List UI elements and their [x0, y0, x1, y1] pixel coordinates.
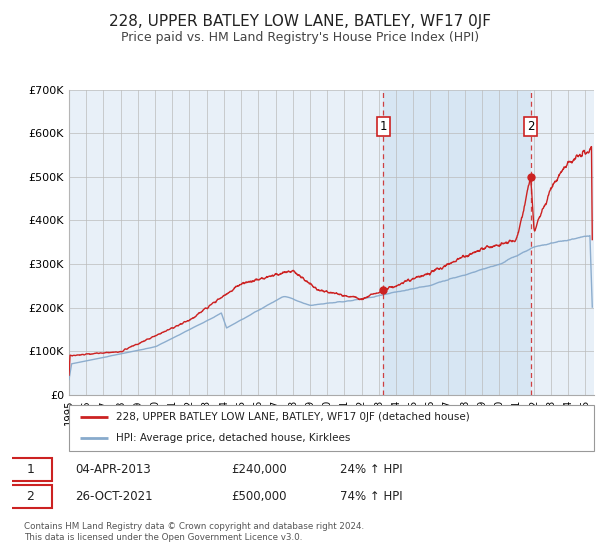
FancyBboxPatch shape: [9, 458, 52, 482]
Text: HPI: Average price, detached house, Kirklees: HPI: Average price, detached house, Kirk…: [116, 433, 350, 444]
Text: 26-OCT-2021: 26-OCT-2021: [76, 490, 153, 503]
Text: £240,000: £240,000: [231, 463, 287, 476]
Text: 228, UPPER BATLEY LOW LANE, BATLEY, WF17 0JF (detached house): 228, UPPER BATLEY LOW LANE, BATLEY, WF17…: [116, 412, 470, 422]
Text: Contains HM Land Registry data © Crown copyright and database right 2024.: Contains HM Land Registry data © Crown c…: [24, 522, 364, 531]
Text: This data is licensed under the Open Government Licence v3.0.: This data is licensed under the Open Gov…: [24, 533, 302, 543]
Text: 1: 1: [26, 463, 34, 476]
Text: 1: 1: [380, 120, 387, 133]
FancyBboxPatch shape: [9, 484, 52, 508]
Text: 74% ↑ HPI: 74% ↑ HPI: [340, 490, 403, 503]
Text: 2: 2: [26, 490, 34, 503]
Bar: [383, 90, 530, 395]
Text: £500,000: £500,000: [231, 490, 286, 503]
Text: 04-APR-2013: 04-APR-2013: [76, 463, 151, 476]
Text: 2: 2: [527, 120, 535, 133]
FancyBboxPatch shape: [69, 405, 594, 451]
Text: 228, UPPER BATLEY LOW LANE, BATLEY, WF17 0JF: 228, UPPER BATLEY LOW LANE, BATLEY, WF17…: [109, 14, 491, 29]
Text: 24% ↑ HPI: 24% ↑ HPI: [340, 463, 403, 476]
Text: Price paid vs. HM Land Registry's House Price Index (HPI): Price paid vs. HM Land Registry's House …: [121, 31, 479, 44]
